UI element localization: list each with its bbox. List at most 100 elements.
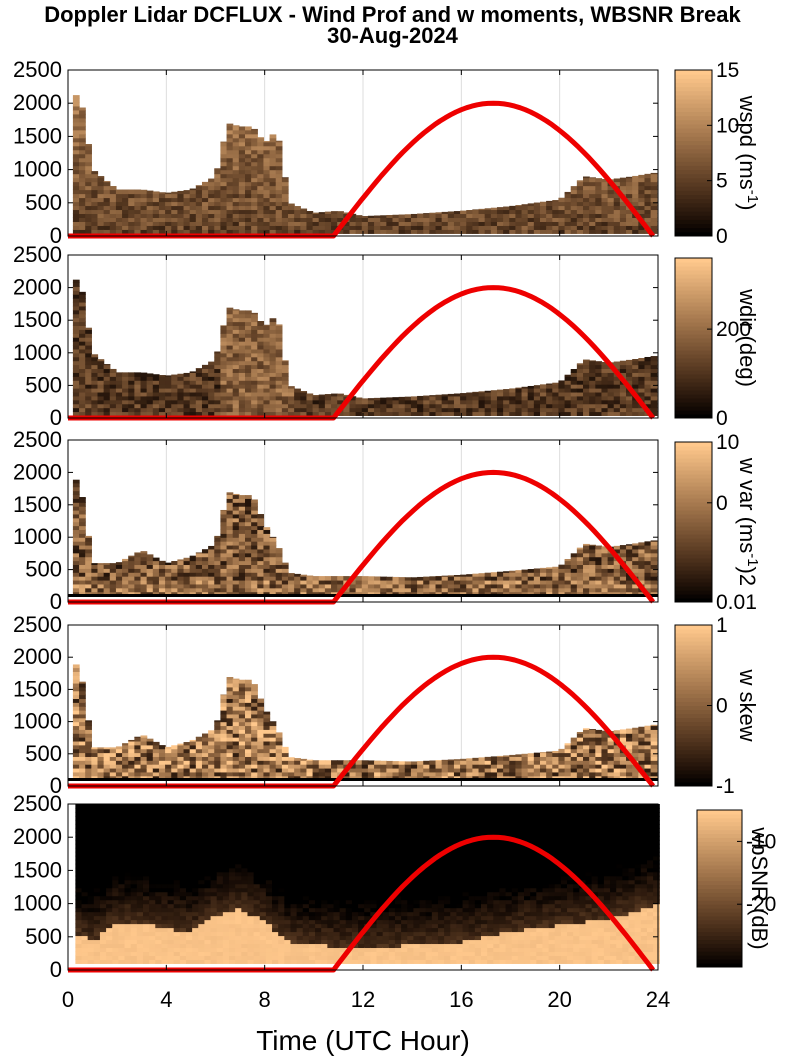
heatmap-cell	[589, 384, 596, 389]
heatmap-cell	[312, 395, 320, 401]
heatmap-cell	[93, 895, 101, 901]
heatmap-cell	[238, 568, 246, 573]
heatmap-cell	[275, 737, 283, 742]
heatmap-cell	[122, 752, 129, 757]
heatmap-cell	[576, 205, 584, 211]
heatmap-cell	[324, 395, 332, 401]
heatmap-cell	[79, 513, 86, 519]
heatmap-cell	[97, 181, 105, 187]
heatmap-cell	[226, 725, 234, 730]
heatmap-cell	[589, 583, 596, 589]
heatmap-cell	[447, 211, 455, 215]
heatmap-cell	[220, 141, 228, 147]
heatmap-cell	[109, 767, 117, 773]
heatmap-cell	[552, 209, 560, 215]
heatmap-cell	[638, 368, 646, 373]
heatmap-cell	[171, 209, 178, 215]
heatmap-cell	[251, 177, 258, 183]
heatmap-cell	[226, 492, 234, 496]
heatmap-cell	[245, 209, 252, 215]
heatmap-cell	[312, 212, 320, 215]
heatmap-cell	[570, 560, 578, 566]
heatmap-cell	[208, 388, 215, 393]
heatmap-cell	[564, 403, 572, 409]
heatmap-cell	[214, 380, 222, 385]
heatmap-cell	[72, 117, 80, 123]
heatmap-cell	[214, 591, 222, 597]
heatmap-cell	[613, 391, 621, 397]
heatmap-cell	[626, 740, 633, 746]
heatmap-cell	[72, 498, 80, 503]
heatmap-cell	[226, 333, 234, 338]
heatmap-cell	[343, 760, 351, 765]
heatmap-cell	[269, 756, 277, 761]
heatmap-cell	[613, 767, 621, 773]
heatmap-cell	[589, 205, 596, 211]
heatmap-cell	[245, 729, 252, 734]
heatmap-cell	[269, 733, 277, 738]
heatmap-cell	[607, 201, 615, 207]
heatmap-cell	[583, 193, 590, 199]
heatmap-cell	[251, 364, 258, 370]
heatmap-cell	[570, 740, 578, 746]
heatmap-cell	[245, 587, 252, 593]
heatmap-cell	[263, 541, 271, 546]
heatmap-cell	[251, 149, 258, 155]
heatmap-cell	[417, 395, 424, 401]
heatmap-cell	[122, 775, 129, 781]
heatmap-cell	[509, 591, 517, 597]
heatmap-cell	[275, 189, 283, 195]
heatmap-cell	[99, 871, 107, 877]
heatmap-cell	[245, 517, 252, 523]
heatmap-cell	[245, 221, 252, 226]
heatmap-cell	[355, 215, 363, 219]
heatmap-cell	[509, 764, 517, 769]
heatmap-cell	[251, 552, 258, 558]
heatmap-cell	[595, 576, 603, 581]
heatmap-cell	[81, 804, 89, 809]
heatmap-cell	[118, 959, 126, 964]
heatmap-cell	[583, 360, 590, 366]
heatmap-cell	[109, 576, 117, 581]
heatmap-cell	[226, 556, 234, 562]
heatmap-cell	[183, 756, 191, 761]
heatmap-cell	[386, 775, 394, 781]
heatmap-cell	[232, 506, 240, 511]
heatmap-cell	[552, 568, 560, 573]
heatmap-cell	[79, 509, 86, 515]
heatmap-cell	[269, 403, 277, 409]
heatmap-cell	[128, 411, 135, 416]
heatmap-cell	[109, 747, 117, 750]
heatmap-cell	[337, 393, 344, 397]
heatmap-cell	[146, 771, 154, 777]
heatmap-cell	[576, 376, 584, 381]
heatmap-cell	[81, 855, 89, 861]
heatmap-cell	[558, 217, 566, 222]
heatmap-cell	[595, 229, 603, 234]
heatmap-cell	[118, 879, 126, 885]
heatmap-cell	[158, 380, 166, 385]
heatmap-cell	[232, 229, 240, 234]
heatmap-cell	[220, 698, 228, 703]
heatmap-cell	[564, 193, 572, 199]
heatmap-cell	[85, 364, 92, 370]
heatmap-cell	[226, 141, 234, 147]
heatmap-cell	[638, 388, 646, 393]
heatmap-cell	[87, 807, 95, 813]
heatmap-cell	[251, 568, 258, 573]
heatmap-cell	[226, 307, 234, 311]
heatmap-cell	[79, 298, 86, 303]
heatmap-cell	[238, 713, 246, 719]
heatmap-cell	[650, 556, 658, 562]
heatmap-cell	[118, 911, 126, 917]
heatmap-cell	[251, 541, 258, 546]
heatmap-cell	[583, 564, 590, 569]
heatmap-cell	[312, 403, 320, 409]
colorbar-segment	[675, 153, 712, 158]
heatmap-cell	[87, 843, 95, 849]
heatmap-cell	[435, 221, 443, 226]
heatmap-cell	[312, 225, 320, 230]
heatmap-cell	[115, 587, 123, 593]
